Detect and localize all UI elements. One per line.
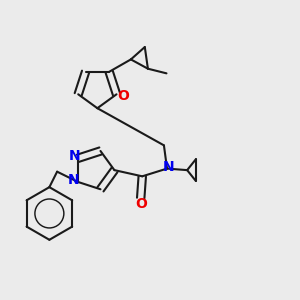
Text: N: N [68,149,80,163]
Text: N: N [68,173,79,188]
Text: N: N [163,160,174,174]
Text: O: O [135,196,147,211]
Text: O: O [117,89,129,103]
